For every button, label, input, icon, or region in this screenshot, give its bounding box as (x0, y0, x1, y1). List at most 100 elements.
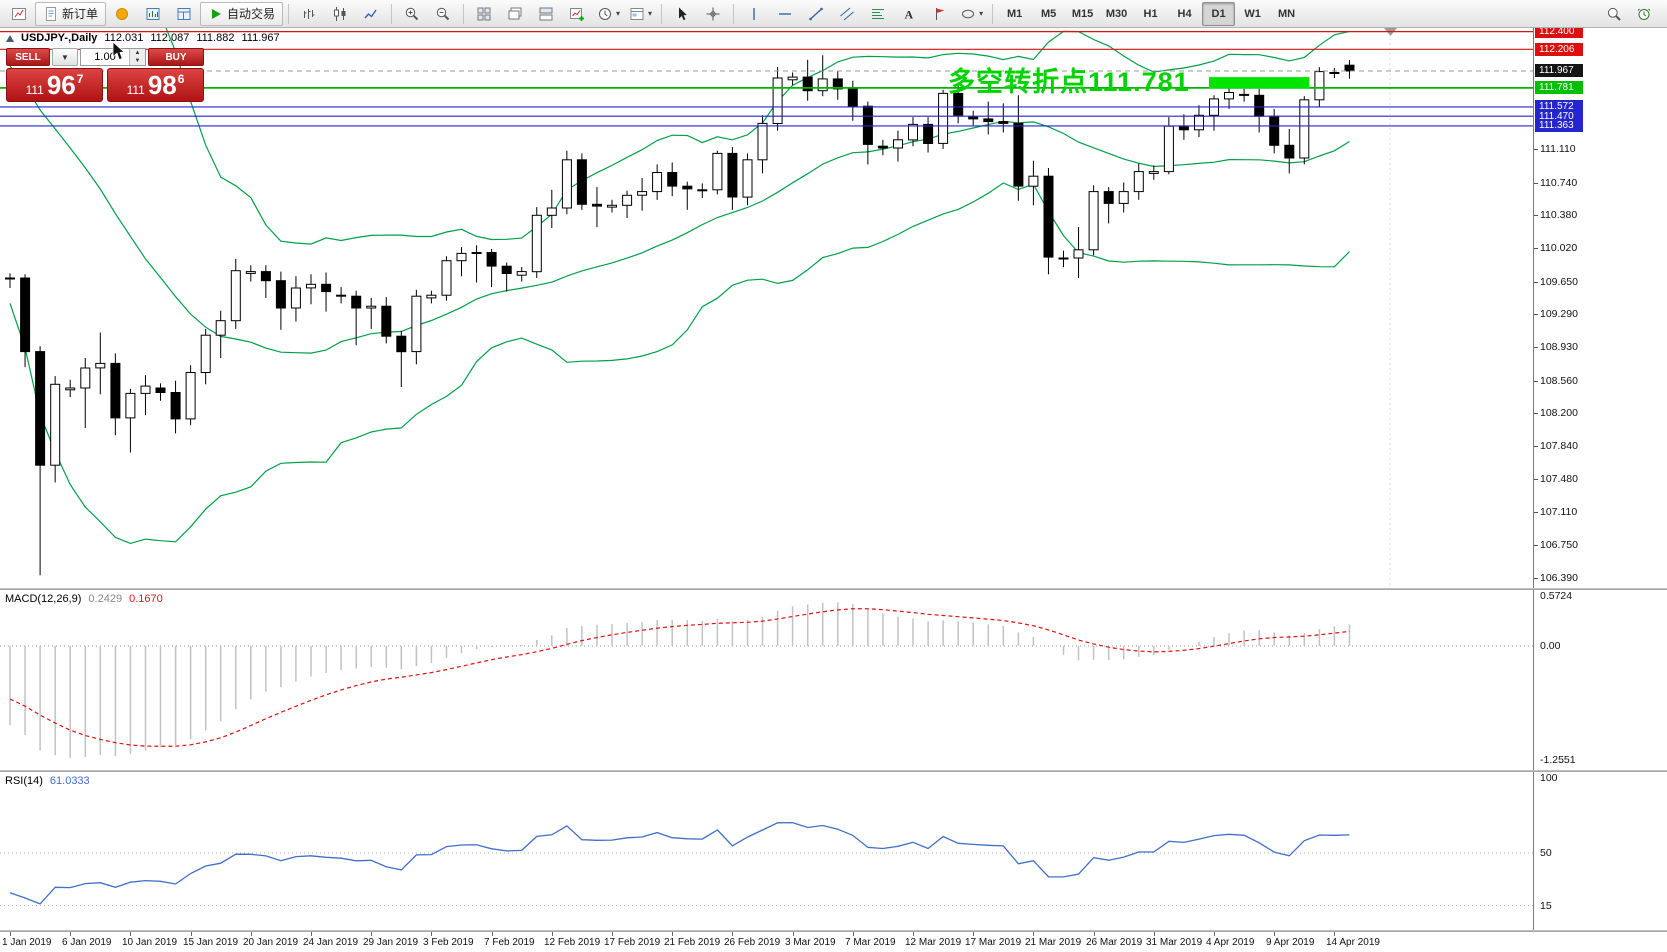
price-axis-label: 108.560 (1540, 375, 1578, 387)
templates-button[interactable]: ▾ (625, 2, 656, 26)
panel-splitter[interactable] (0, 930, 1667, 932)
candlestick-button[interactable] (325, 2, 355, 26)
autotrading-button[interactable]: 自动交易 (200, 1, 284, 26)
price-axis-label: 108.200 (1540, 407, 1578, 419)
date-axis-label: 7 Mar 2019 (845, 937, 896, 948)
timeframe-mn[interactable]: MN (1278, 7, 1296, 20)
date-axis-label: 6 Jan 2019 (62, 937, 112, 948)
line-chart-button[interactable] (356, 2, 386, 26)
periods-button[interactable]: ▾ (593, 2, 624, 26)
indicators-button[interactable] (562, 2, 592, 26)
timeframe-h4[interactable]: H4 (1177, 7, 1192, 20)
date-axis-label: 12 Feb 2019 (544, 937, 601, 948)
price-axis-badge: 112.206 (1535, 43, 1583, 56)
timeframe-d1[interactable]: D1 (1202, 1, 1236, 26)
price-axis-label: 108.930 (1540, 341, 1578, 353)
sell-price-panel[interactable]: 111 96 7 (6, 68, 103, 102)
date-axis-label: 17 Mar 2019 (965, 937, 1022, 948)
zoom-in-button[interactable] (397, 2, 427, 26)
arrange-windows-button[interactable] (531, 2, 561, 26)
market-watch-icon[interactable] (138, 2, 168, 26)
toolbar-separator (463, 3, 465, 24)
fibonacci-button[interactable] (863, 2, 893, 26)
data-window-icon[interactable] (169, 2, 199, 26)
date-axis-tick (1214, 932, 1215, 936)
ask-prefix: 111 (126, 83, 145, 97)
date-axis-label: 3 Feb 2019 (423, 937, 474, 948)
tile-windows-button[interactable] (469, 2, 499, 26)
cascade-windows-button[interactable] (500, 2, 530, 26)
crosshair-button[interactable] (698, 2, 728, 26)
price-axis-tick (1534, 479, 1538, 480)
alarm-button[interactable] (1629, 2, 1659, 26)
horizontal-line-button[interactable] (770, 2, 800, 26)
text-button[interactable]: A (894, 2, 924, 26)
timeframe-m15[interactable]: M15 (1071, 7, 1094, 20)
mql-icon[interactable] (107, 2, 137, 26)
panel-splitter[interactable] (0, 770, 1667, 772)
timeframe-h1[interactable]: H1 (1143, 7, 1158, 20)
price-axis-label: 107.480 (1540, 473, 1578, 485)
sell-button[interactable]: SELL (6, 48, 50, 66)
date-axis-label: 31 Mar 2019 (1146, 937, 1203, 948)
chart-close: 111.967 (241, 32, 280, 44)
price-axis-tick (1534, 215, 1538, 216)
volume-decrease-button[interactable]: ▼ (130, 57, 145, 65)
volume-dropdown[interactable]: ▼ (52, 48, 78, 66)
date-axis-label: 3 Mar 2019 (785, 937, 836, 948)
rsi-axis-label: 100 (1540, 772, 1558, 784)
mouse-cursor-icon (112, 42, 125, 61)
date-axis-tick (1334, 932, 1335, 936)
panel-splitter[interactable] (0, 588, 1667, 590)
price-axis-tick (1534, 149, 1538, 150)
chart-low: 111.882 (196, 32, 235, 44)
date-axis-tick (70, 932, 71, 936)
rsi-panel[interactable]: RSI(14) 61.0333 (0, 772, 1533, 930)
date-axis-tick (1154, 932, 1155, 936)
cursor-button[interactable] (667, 2, 697, 26)
date-axis-tick (552, 932, 553, 936)
rsi-chart[interactable] (0, 772, 1533, 930)
date-axis-tick (1033, 932, 1034, 936)
rsi-value: 61.0333 (49, 775, 90, 787)
timeframe-m5[interactable]: M5 (1040, 7, 1057, 20)
chart-icon[interactable] (4, 2, 34, 26)
price-axis-badge: 111.967 (1535, 64, 1583, 77)
chart-panel[interactable]: USDJPY-,Daily 112.031 112.087 111.882 11… (0, 28, 1533, 588)
price-axis-tick (1534, 578, 1538, 579)
vertical-line-button[interactable] (739, 2, 769, 26)
toolbar-separator (661, 3, 663, 24)
macd-axis-label: 0.00 (1540, 640, 1561, 652)
buy-button[interactable]: BUY (148, 48, 204, 66)
macd-chart[interactable] (0, 590, 1533, 770)
search-button[interactable] (1599, 2, 1629, 26)
chart-high: 112.087 (150, 32, 190, 44)
buy-price-panel[interactable]: 111 98 6 (107, 68, 204, 102)
rsi-axis-label: 50 (1540, 847, 1552, 859)
shapes-button[interactable]: ▾ (956, 2, 987, 26)
macd-panel[interactable]: MACD(12,26,9) 0.2429 0.1670 (0, 590, 1533, 770)
oct-toggle-icon[interactable] (6, 34, 14, 42)
timeframe-w1[interactable]: W1 (1244, 7, 1261, 20)
channel-button[interactable] (832, 2, 862, 26)
toolbar: 新订单 自动交易 ▾ ▾ A ▾ M1 M5 M15 M30 H1 H4 D1 W1 MN (0, 0, 1667, 28)
date-axis-tick (431, 932, 432, 936)
trendline-button[interactable] (801, 2, 831, 26)
bar-chart-button[interactable] (294, 2, 324, 26)
macd-signal-value: 0.1670 (129, 593, 163, 605)
date-axis-label: 10 Jan 2019 (122, 937, 178, 948)
price-axis-tick (1534, 512, 1538, 513)
date-axis-tick (130, 932, 131, 936)
date-axis-tick (1274, 932, 1275, 936)
date-axis-label: 15 Jan 2019 (183, 937, 239, 948)
new-order-button[interactable]: 新订单 (35, 1, 107, 26)
price-axis-label: 111.110 (1540, 143, 1576, 155)
text-label-button[interactable] (925, 2, 955, 26)
timeframe-m30[interactable]: M30 (1105, 7, 1128, 20)
volume-increase-button[interactable]: ▲ (130, 49, 145, 57)
timeframe-m1[interactable]: M1 (1006, 7, 1023, 20)
price-chart[interactable] (0, 28, 1533, 588)
zoom-out-button[interactable] (428, 2, 458, 26)
macd-axis: 0.5724 0.00 -1.2551 (1533, 590, 1667, 770)
